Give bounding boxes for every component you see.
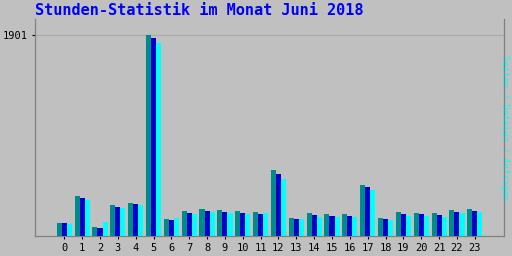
Bar (138, 206, 143, 236)
Bar (263, 213, 268, 236)
Bar (472, 211, 477, 236)
Bar (424, 216, 429, 236)
Bar (365, 187, 370, 236)
Bar (383, 219, 388, 236)
Bar (325, 215, 330, 236)
Bar (102, 222, 108, 236)
Bar (67, 224, 72, 236)
Bar (360, 185, 365, 236)
Bar (347, 216, 352, 236)
Bar (276, 174, 281, 236)
Bar (450, 210, 455, 236)
Bar (182, 211, 187, 236)
Bar (62, 223, 67, 236)
Bar (419, 215, 424, 236)
Bar (187, 213, 192, 236)
Bar (401, 214, 406, 236)
Bar (455, 212, 459, 236)
Bar (442, 217, 446, 236)
Bar (205, 211, 209, 236)
Text: Stunden-Statistik im Monat Juni 2018: Stunden-Statistik im Monat Juni 2018 (35, 3, 364, 18)
Bar (97, 228, 102, 236)
Bar (258, 214, 263, 236)
Bar (200, 209, 205, 236)
Bar (110, 205, 115, 236)
Bar (299, 219, 304, 236)
Bar (92, 227, 97, 236)
Bar (406, 216, 411, 236)
Bar (169, 220, 174, 236)
Bar (164, 219, 169, 236)
Bar (370, 190, 375, 236)
Bar (414, 213, 419, 236)
Bar (281, 178, 286, 236)
Bar (115, 207, 120, 236)
Bar (289, 218, 294, 236)
Bar (467, 209, 472, 236)
Bar (432, 214, 437, 236)
Bar (396, 212, 401, 236)
Bar (227, 214, 232, 236)
Y-axis label: Seiten / Dateien / Anfragen: Seiten / Dateien / Anfragen (500, 55, 509, 200)
Bar (217, 210, 222, 236)
Bar (294, 219, 299, 236)
Bar (312, 215, 317, 236)
Bar (317, 217, 322, 236)
Bar (245, 215, 250, 236)
Bar (151, 38, 156, 236)
Bar (459, 214, 464, 236)
Bar (378, 218, 383, 236)
Bar (146, 35, 151, 236)
Bar (352, 217, 357, 236)
Bar (222, 212, 227, 236)
Bar (120, 208, 125, 236)
Bar (343, 215, 347, 236)
Bar (330, 216, 334, 236)
Bar (192, 215, 197, 236)
Bar (477, 212, 482, 236)
Bar (240, 213, 245, 236)
Bar (334, 217, 339, 236)
Bar (437, 215, 442, 236)
Bar (253, 212, 258, 236)
Bar (57, 223, 62, 236)
Bar (209, 212, 215, 236)
Bar (75, 197, 79, 236)
Bar (307, 214, 312, 236)
Bar (133, 204, 138, 236)
Bar (128, 203, 133, 236)
Bar (235, 211, 240, 236)
Bar (156, 43, 161, 236)
Bar (388, 220, 393, 236)
Bar (174, 218, 179, 236)
Bar (271, 170, 276, 236)
Bar (79, 198, 84, 236)
Bar (84, 200, 90, 236)
